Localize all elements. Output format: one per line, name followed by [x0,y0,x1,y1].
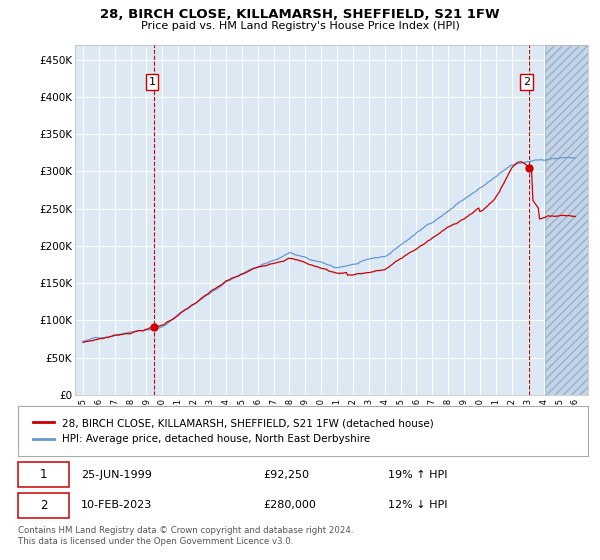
Bar [545,45,588,395]
Text: 1: 1 [40,468,47,481]
Text: £92,250: £92,250 [263,470,309,480]
Text: 12% ↓ HPI: 12% ↓ HPI [389,500,448,510]
Text: Contains HM Land Registry data © Crown copyright and database right 2024.
This d: Contains HM Land Registry data © Crown c… [18,526,353,546]
Text: £280,000: £280,000 [263,500,316,510]
Text: 28, BIRCH CLOSE, KILLAMARSH, SHEFFIELD, S21 1FW: 28, BIRCH CLOSE, KILLAMARSH, SHEFFIELD, … [100,8,500,21]
Bar [545,45,588,395]
Text: 2: 2 [523,77,530,87]
FancyBboxPatch shape [18,493,70,517]
FancyBboxPatch shape [18,462,70,487]
Text: 2: 2 [40,498,47,512]
Text: 25-JUN-1999: 25-JUN-1999 [80,470,152,480]
Text: Price paid vs. HM Land Registry's House Price Index (HPI): Price paid vs. HM Land Registry's House … [140,21,460,31]
Text: 1: 1 [149,77,155,87]
Text: 10-FEB-2023: 10-FEB-2023 [80,500,152,510]
Text: 19% ↑ HPI: 19% ↑ HPI [389,470,448,480]
Legend: 28, BIRCH CLOSE, KILLAMARSH, SHEFFIELD, S21 1FW (detached house), HPI: Average p: 28, BIRCH CLOSE, KILLAMARSH, SHEFFIELD, … [29,414,438,449]
